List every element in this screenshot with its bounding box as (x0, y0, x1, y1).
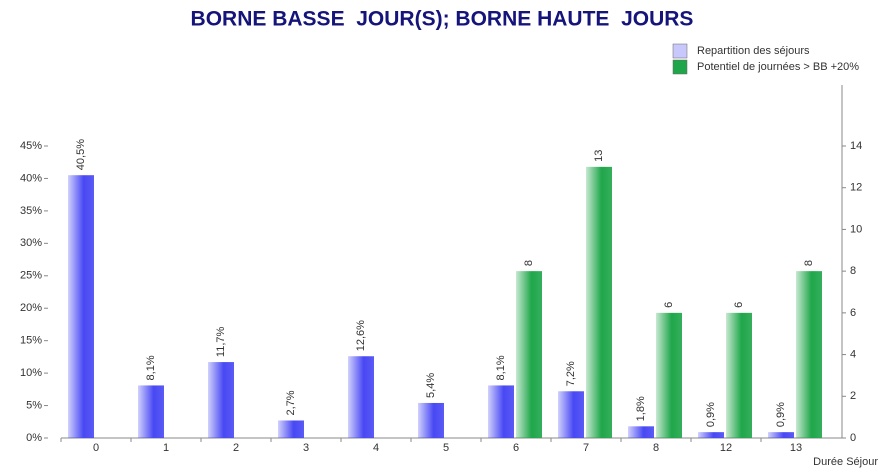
bar (796, 271, 822, 438)
y-tick-label: 20% (20, 302, 42, 314)
legend-swatch (672, 43, 688, 59)
y-tick-label: 25% (20, 270, 42, 282)
bar (656, 312, 682, 438)
data-label: 2,7% (285, 390, 297, 415)
data-label: 12,6% (355, 320, 367, 351)
data-label: 13 (593, 150, 605, 162)
x-tick-label: 6 (513, 442, 519, 454)
bar (348, 356, 374, 438)
y-tick-label: 5% (26, 399, 42, 411)
bar (278, 420, 304, 438)
y2-tick-label: 0 (850, 432, 856, 444)
data-label: 40,5% (75, 139, 87, 170)
legend-label: Potentiel de journées > BB +20% (697, 61, 859, 73)
data-label: 0,9% (775, 402, 787, 427)
bar (768, 432, 794, 438)
bar (586, 166, 612, 438)
data-label: 8 (523, 260, 535, 266)
bar (726, 312, 752, 438)
y2-tick-label: 12 (850, 182, 862, 194)
y2-tick-label: 4 (850, 348, 856, 360)
y2-tick-label: 6 (850, 307, 856, 319)
data-label: 8,1% (145, 355, 157, 380)
x-tick-label: 8 (653, 442, 659, 454)
chart-title: BORNE BASSE JOUR(S); BORNE HAUTE JOURS (191, 8, 694, 31)
y2-tick-label: 2 (850, 390, 856, 402)
data-label: 5,4% (425, 373, 437, 398)
data-label: 0,9% (705, 402, 717, 427)
y-tick-label: 30% (20, 237, 42, 249)
x-tick-label: 3 (303, 442, 309, 454)
x-tick-label: 0 (93, 442, 99, 454)
data-label: 1,8% (635, 396, 647, 421)
legend-swatch (672, 59, 688, 75)
y-tick-label: 45% (20, 140, 42, 152)
bar (138, 385, 164, 438)
x-tick-label: 4 (373, 442, 379, 454)
y-tick-label: 0% (26, 432, 42, 444)
y2-tick-label: 14 (850, 140, 862, 152)
x-tick-label: 13 (790, 442, 802, 454)
data-label: 11,7% (215, 326, 227, 357)
y-tick-label: 40% (20, 172, 42, 184)
x-tick-label: 1 (163, 442, 169, 454)
y-tick-label: 15% (20, 335, 42, 347)
legend-label: Repartition des séjours (697, 45, 810, 57)
y-tick-label: 35% (20, 205, 42, 217)
y2-tick-label: 10 (850, 223, 862, 235)
bar (208, 362, 234, 438)
bar (418, 402, 444, 438)
x-tick-label: 2 (233, 442, 239, 454)
bar (68, 175, 94, 438)
x-tick-label: 12 (720, 442, 732, 454)
y2-tick-label: 8 (850, 265, 856, 277)
bar (516, 271, 542, 438)
x-axis-label: Durée Séjour (813, 456, 878, 468)
bar (698, 432, 724, 438)
bar (628, 426, 654, 438)
data-label: 7,2% (565, 361, 577, 386)
y-tick-label: 10% (20, 367, 42, 379)
bar (558, 391, 584, 438)
bar (488, 385, 514, 438)
data-label: 6 (663, 302, 675, 308)
x-tick-label: 5 (443, 442, 449, 454)
data-label: 8,1% (495, 355, 507, 380)
x-tick-label: 7 (583, 442, 589, 454)
data-label: 6 (733, 302, 745, 308)
data-label: 8 (803, 260, 815, 266)
